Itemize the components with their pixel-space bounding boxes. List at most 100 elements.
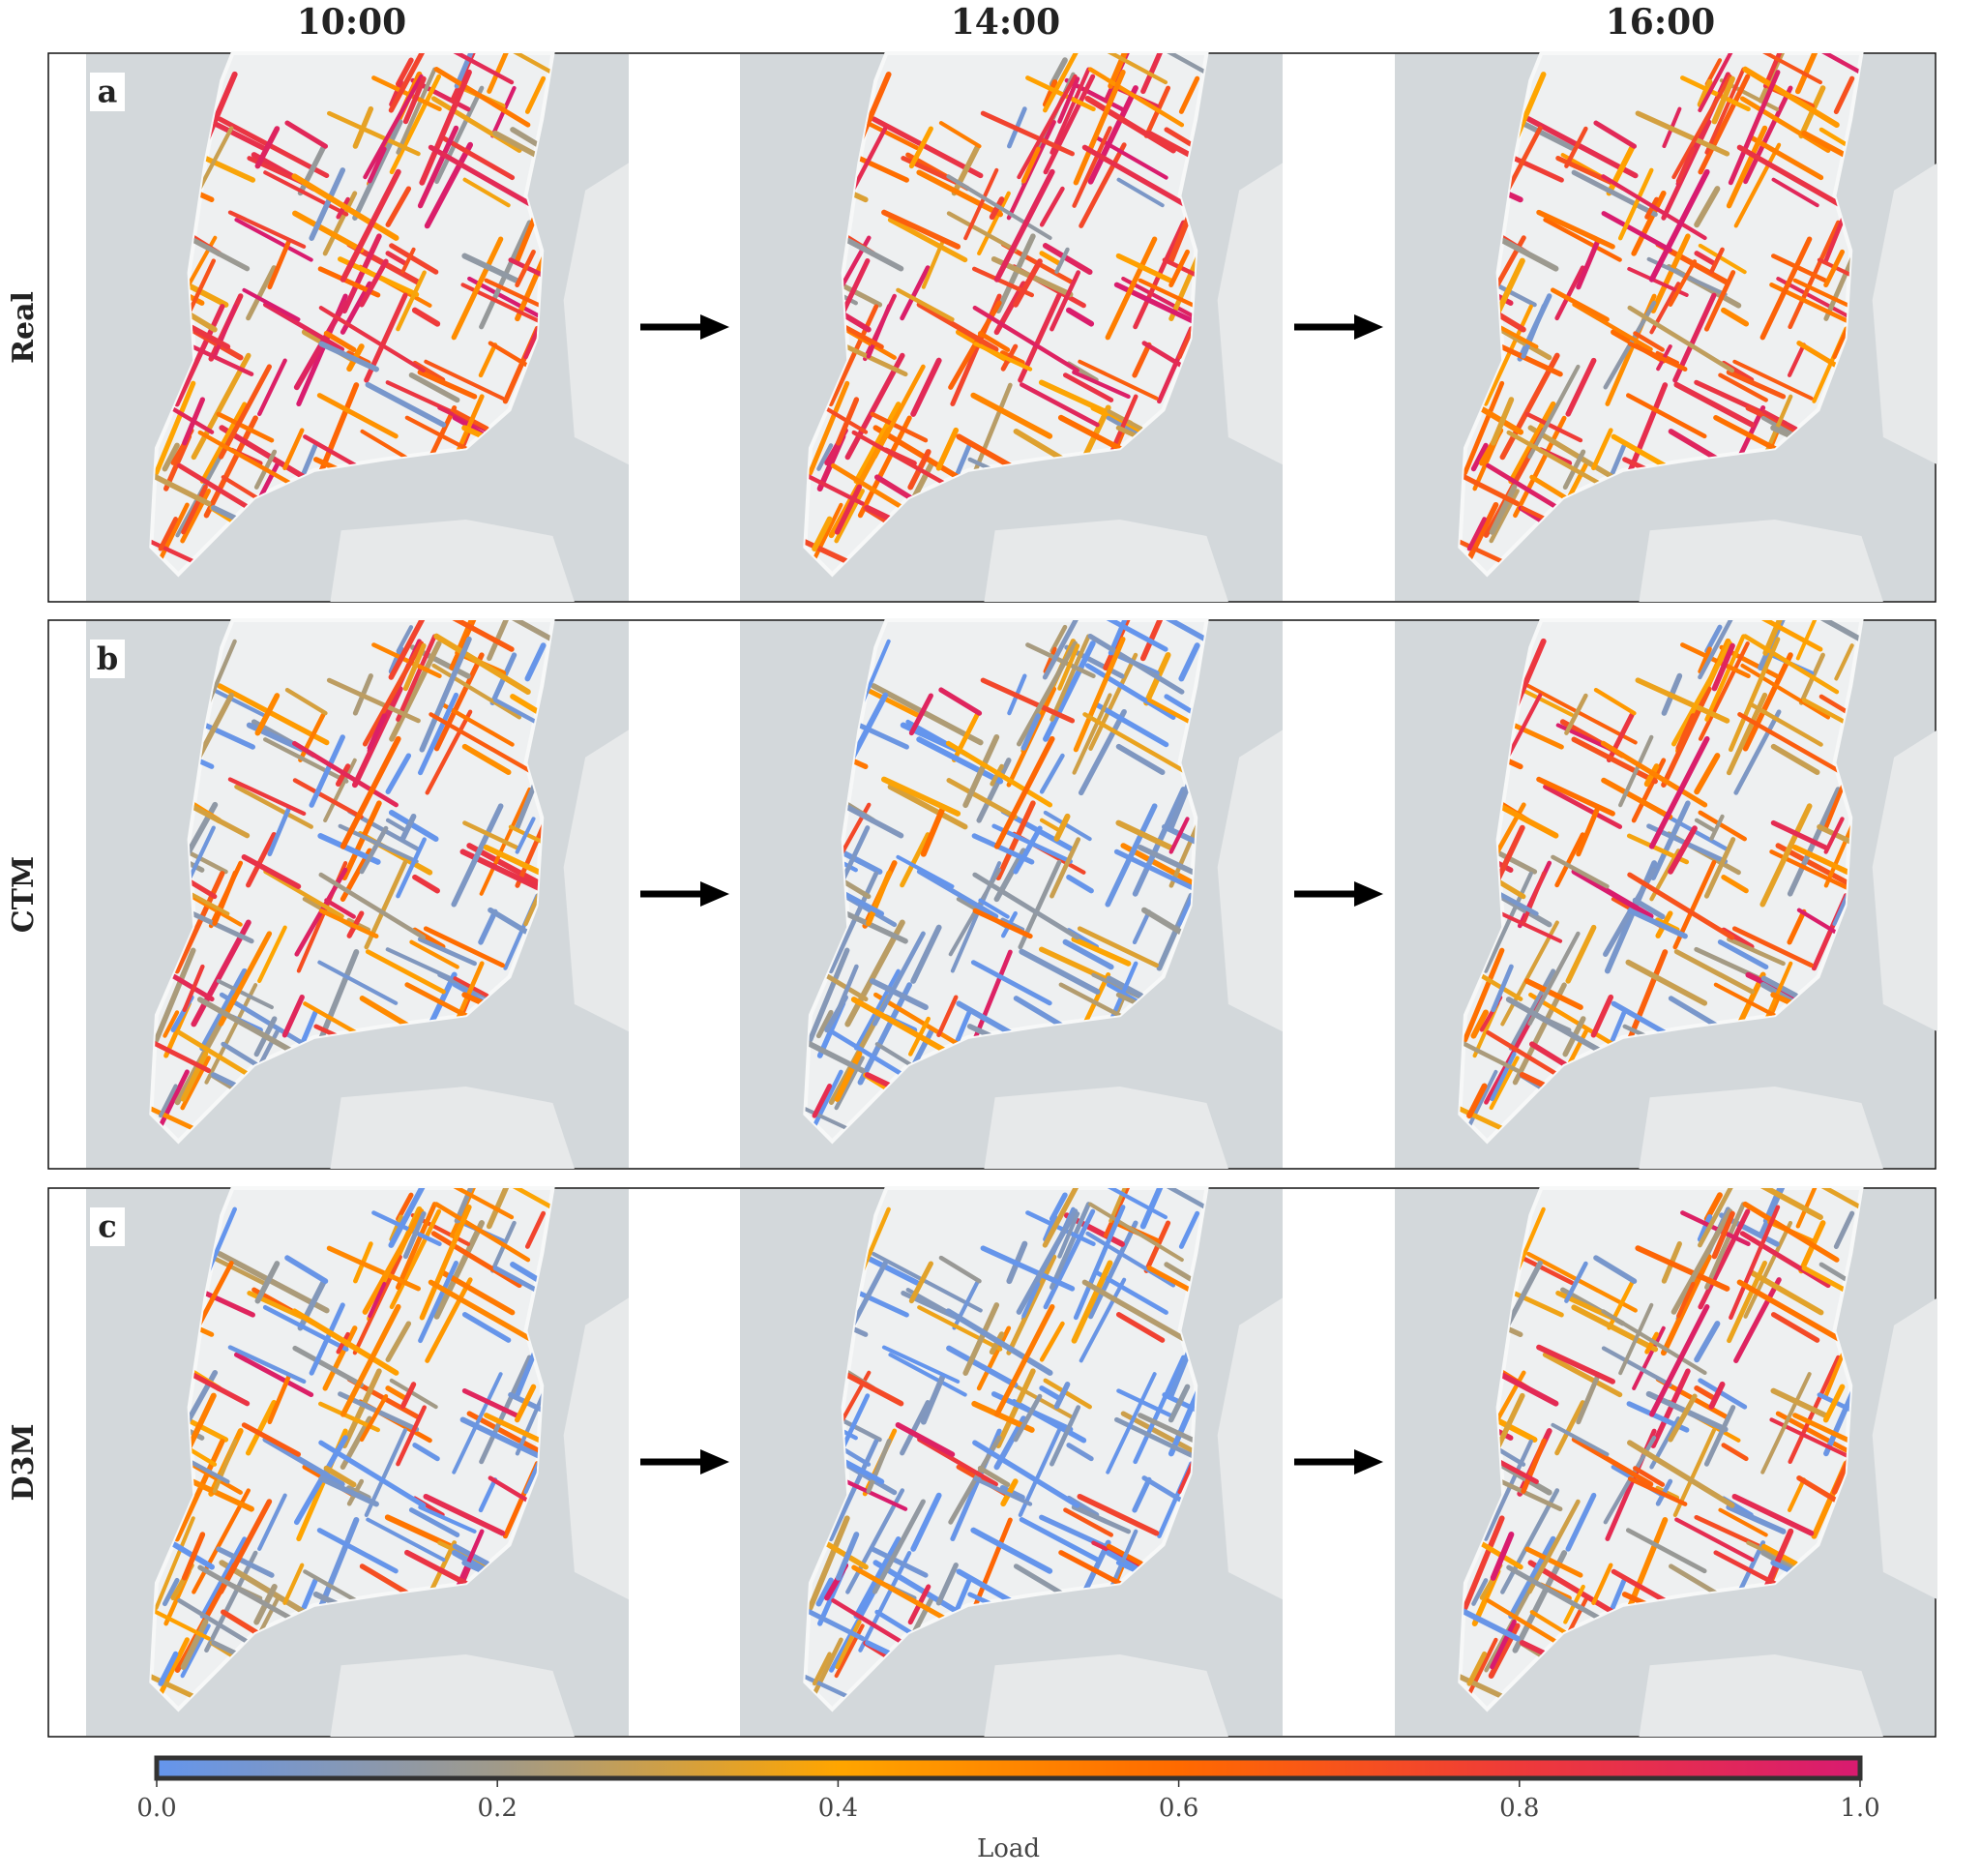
road: [1025, 75, 1096, 112]
road: [185, 322, 231, 350]
road: [972, 872, 1080, 940]
road: [920, 1374, 946, 1425]
road: [418, 1504, 477, 1534]
road: [192, 1488, 251, 1594]
road: [1736, 1279, 1844, 1343]
road: [461, 743, 512, 776]
road: [1694, 1385, 1717, 1402]
road: [399, 1382, 417, 1410]
tick-label: 0.2: [478, 1794, 517, 1823]
tick-label: 0.4: [818, 1794, 858, 1823]
road: [241, 1422, 302, 1457]
road: [858, 1550, 912, 1653]
road: [1527, 1499, 1581, 1594]
road: [1711, 642, 1735, 692]
road: [1729, 1205, 1781, 1320]
road: [341, 233, 382, 313]
road: [910, 924, 942, 984]
road: [1508, 1535, 1556, 1620]
road: [1072, 370, 1131, 400]
road: [199, 154, 256, 183]
road: [1739, 96, 1831, 153]
road: [1082, 712, 1188, 774]
road: [1770, 1312, 1820, 1343]
road: [1709, 814, 1725, 841]
road: [1095, 1270, 1168, 1315]
road: [1727, 53, 1822, 85]
road: [1140, 53, 1177, 95]
road: [1506, 430, 1614, 493]
road: [857, 415, 912, 519]
road: [191, 804, 251, 839]
road: [323, 330, 357, 353]
road: [1072, 126, 1112, 208]
tick-label: 0.8: [1499, 1794, 1539, 1823]
road: [1601, 211, 1672, 253]
road: [412, 1443, 440, 1462]
road: [216, 978, 274, 1010]
road: [1698, 53, 1760, 113]
road: [900, 265, 931, 321]
road: [423, 1493, 506, 1536]
road: [1020, 713, 1042, 751]
road: [872, 1560, 965, 1618]
road: [1043, 810, 1092, 842]
road: [1506, 1564, 1614, 1628]
road: [1833, 1210, 1855, 1249]
road: [869, 978, 929, 1011]
road: [1088, 1202, 1184, 1263]
road: [1721, 875, 1749, 894]
road: [1736, 144, 1843, 208]
road: [844, 1372, 904, 1407]
road: [938, 121, 982, 149]
road: [1703, 837, 1736, 899]
road: [805, 464, 865, 506]
road: [1050, 1202, 1091, 1291]
road: [388, 53, 452, 113]
road: [1759, 803, 1813, 908]
road: [1554, 832, 1585, 888]
road: [419, 69, 472, 186]
road: [419, 636, 472, 753]
road: [1039, 1321, 1065, 1362]
road: [1460, 463, 1521, 507]
road: [1072, 53, 1168, 85]
road: [158, 1651, 179, 1686]
road: [1600, 740, 1708, 808]
road: [1071, 1260, 1113, 1344]
road: [196, 997, 307, 1060]
road: [815, 1009, 834, 1039]
road: [425, 1277, 473, 1363]
road: [1042, 620, 1106, 680]
road: [1721, 1443, 1749, 1462]
road: [182, 397, 206, 446]
road: [309, 167, 346, 241]
road: [1743, 1220, 1793, 1319]
road: [1462, 1515, 1505, 1611]
road: [1524, 1546, 1583, 1578]
road: [870, 1546, 929, 1578]
road: [1625, 1528, 1707, 1574]
road: [431, 663, 522, 720]
road: [1648, 168, 1710, 283]
road: [417, 125, 459, 209]
road: [1727, 937, 1786, 967]
road: [428, 1279, 534, 1343]
road: [1740, 663, 1830, 720]
road: [363, 74, 424, 180]
road: [1066, 874, 1094, 894]
road: [844, 352, 905, 461]
road: [1536, 776, 1615, 817]
road: [411, 307, 441, 327]
road: [1073, 1205, 1126, 1321]
road: [993, 735, 1055, 849]
road: [1704, 634, 1746, 722]
road: [866, 870, 893, 927]
road: [1168, 1384, 1191, 1423]
road: [1698, 243, 1747, 275]
road: [1115, 743, 1166, 776]
road: [916, 736, 1004, 785]
road: [151, 1599, 211, 1641]
road: [1140, 907, 1190, 938]
road: [1043, 1378, 1092, 1410]
